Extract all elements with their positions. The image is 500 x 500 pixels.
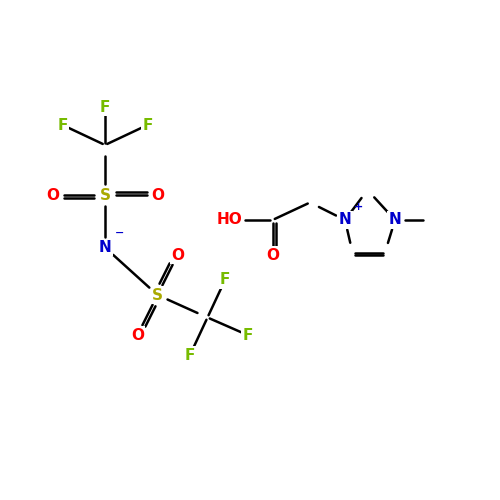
- Text: O: O: [131, 328, 144, 342]
- Text: F: F: [185, 348, 195, 362]
- Text: +: +: [354, 202, 363, 211]
- Text: O: O: [46, 188, 59, 202]
- Text: HO: HO: [216, 212, 242, 228]
- Text: N: N: [338, 212, 351, 228]
- Text: −: −: [114, 228, 124, 238]
- Text: F: F: [220, 272, 230, 287]
- Text: F: F: [58, 118, 68, 132]
- Text: N: N: [98, 240, 112, 255]
- Text: F: F: [100, 100, 110, 115]
- Text: O: O: [151, 188, 164, 202]
- Text: S: S: [152, 288, 163, 302]
- Text: O: O: [266, 248, 279, 262]
- Text: F: F: [242, 328, 252, 342]
- Text: O: O: [171, 248, 184, 262]
- Text: S: S: [100, 188, 110, 202]
- Text: N: N: [388, 212, 402, 228]
- Text: F: F: [142, 118, 152, 132]
